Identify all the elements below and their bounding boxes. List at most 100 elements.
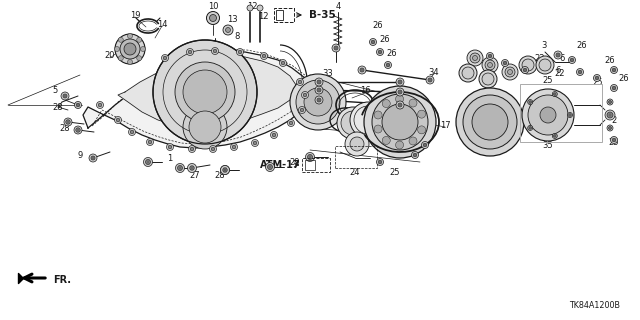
Circle shape — [552, 92, 557, 97]
Circle shape — [189, 111, 221, 143]
Bar — [335, 146, 377, 168]
Text: 17: 17 — [440, 121, 451, 130]
Circle shape — [272, 133, 276, 137]
Circle shape — [232, 145, 236, 149]
Text: 31: 31 — [323, 95, 333, 105]
Text: 5: 5 — [52, 85, 58, 94]
Circle shape — [301, 92, 308, 99]
Bar — [276, 10, 283, 20]
Text: 19: 19 — [130, 11, 140, 20]
Circle shape — [350, 102, 386, 138]
Circle shape — [317, 88, 321, 92]
Circle shape — [505, 67, 515, 77]
Circle shape — [145, 159, 150, 164]
Text: 28: 28 — [52, 102, 63, 111]
Circle shape — [374, 111, 382, 119]
Text: 9: 9 — [77, 150, 83, 159]
Circle shape — [482, 73, 494, 85]
Text: 22: 22 — [555, 68, 565, 77]
Circle shape — [127, 34, 132, 38]
Circle shape — [175, 62, 235, 122]
Circle shape — [376, 49, 383, 55]
Circle shape — [143, 157, 152, 166]
Circle shape — [161, 54, 168, 61]
Text: 18: 18 — [353, 148, 364, 156]
Text: 24: 24 — [349, 167, 360, 177]
Circle shape — [304, 88, 332, 116]
Circle shape — [209, 146, 216, 153]
Circle shape — [422, 141, 429, 148]
Circle shape — [296, 78, 303, 85]
Circle shape — [568, 57, 575, 63]
Circle shape — [607, 125, 613, 131]
Circle shape — [524, 68, 527, 72]
Text: 7: 7 — [342, 108, 348, 117]
Text: 28: 28 — [60, 124, 70, 132]
Circle shape — [124, 43, 136, 55]
Circle shape — [287, 119, 294, 126]
Text: 30: 30 — [349, 124, 360, 132]
Circle shape — [76, 128, 80, 132]
Circle shape — [378, 160, 382, 164]
Circle shape — [253, 141, 257, 145]
Circle shape — [115, 116, 122, 124]
Circle shape — [332, 44, 340, 52]
Circle shape — [163, 56, 167, 60]
Circle shape — [186, 49, 193, 55]
Circle shape — [207, 12, 220, 25]
Circle shape — [175, 164, 184, 172]
Circle shape — [503, 61, 507, 65]
Circle shape — [554, 135, 556, 137]
Polygon shape — [83, 52, 310, 148]
Circle shape — [456, 88, 524, 156]
Circle shape — [529, 101, 531, 103]
Circle shape — [378, 50, 382, 54]
Circle shape — [177, 165, 182, 171]
Text: 10: 10 — [208, 2, 218, 11]
Text: 26: 26 — [619, 74, 629, 83]
Text: 25: 25 — [593, 77, 604, 86]
Circle shape — [552, 133, 557, 139]
Text: 13: 13 — [227, 14, 237, 23]
Circle shape — [350, 137, 364, 151]
Text: 26: 26 — [605, 55, 615, 65]
Circle shape — [611, 84, 618, 92]
Circle shape — [97, 101, 104, 108]
Circle shape — [396, 95, 404, 103]
Circle shape — [280, 60, 287, 67]
Circle shape — [612, 68, 616, 72]
Circle shape — [223, 167, 227, 172]
Circle shape — [252, 140, 259, 147]
Bar — [302, 158, 330, 172]
Text: B-35: B-35 — [308, 10, 335, 20]
Circle shape — [398, 90, 402, 94]
Circle shape — [298, 107, 305, 114]
Circle shape — [209, 14, 216, 21]
Circle shape — [369, 38, 376, 45]
Circle shape — [153, 40, 257, 144]
Text: 12: 12 — [258, 12, 268, 20]
Circle shape — [317, 80, 321, 84]
Circle shape — [382, 104, 418, 140]
Text: 24: 24 — [484, 146, 495, 155]
Circle shape — [127, 60, 132, 65]
Circle shape — [116, 118, 120, 122]
Circle shape — [605, 110, 615, 120]
Circle shape — [536, 56, 554, 74]
Circle shape — [485, 60, 495, 70]
Circle shape — [611, 67, 618, 74]
Text: 25: 25 — [415, 138, 425, 147]
Circle shape — [463, 95, 517, 149]
Circle shape — [289, 121, 293, 125]
Circle shape — [540, 107, 556, 123]
Circle shape — [472, 55, 477, 60]
Circle shape — [358, 66, 366, 74]
Circle shape — [578, 70, 582, 74]
Circle shape — [61, 92, 69, 100]
Circle shape — [190, 147, 194, 151]
Text: 12: 12 — [247, 2, 257, 11]
Circle shape — [502, 64, 518, 80]
Text: 21: 21 — [327, 108, 337, 116]
Circle shape — [271, 132, 278, 139]
Circle shape — [609, 100, 611, 103]
